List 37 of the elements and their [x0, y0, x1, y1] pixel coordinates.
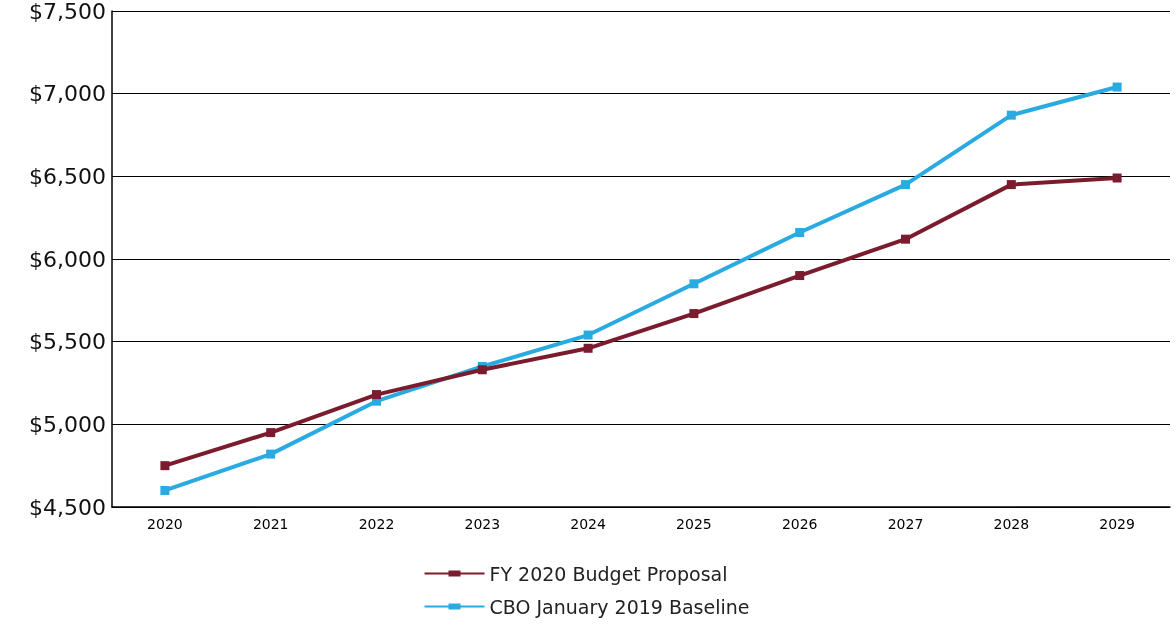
- x-tick-label: 2021: [252, 516, 289, 532]
- x-tick-label: 2020: [147, 516, 183, 532]
- point: [372, 390, 381, 400]
- point: [1112, 173, 1122, 183]
- point: [477, 365, 487, 375]
- point: [160, 485, 170, 495]
- point: [901, 234, 910, 244]
- point: [160, 461, 170, 471]
- x-tick-label: 2027: [887, 516, 924, 532]
- point: [689, 309, 699, 319]
- point: [266, 449, 276, 459]
- x-tick-label: 2029: [1099, 516, 1135, 532]
- point: [266, 428, 276, 438]
- point: [1112, 82, 1122, 92]
- point: [1006, 110, 1016, 120]
- y-tick-label: $4,500: [29, 494, 106, 520]
- point: [795, 228, 805, 238]
- y-tick-label: $5,500: [29, 329, 106, 355]
- point: [583, 330, 593, 340]
- y-tick-label: $7,500: [29, 0, 106, 24]
- y-tick-label: $7,000: [29, 81, 106, 107]
- point: [1006, 180, 1016, 190]
- y-tick-label: $6,000: [29, 246, 106, 272]
- legend-label: FY 2020 Budget Proposal: [489, 562, 728, 585]
- y-tick-label: $6,500: [29, 163, 106, 189]
- x-tick-label: 2022: [358, 516, 395, 532]
- x-tick-label: 2025: [676, 516, 712, 532]
- point: [795, 271, 805, 281]
- x-tick-label: 2024: [570, 516, 606, 532]
- x-tick-label: 2026: [781, 516, 818, 532]
- y-tick-label: $5,000: [29, 411, 106, 437]
- point: [901, 180, 910, 190]
- point: [689, 279, 699, 289]
- x-tick-label: 2028: [993, 516, 1030, 532]
- x-tick-label: 2023: [464, 516, 501, 532]
- point: [583, 343, 593, 353]
- legend-label: CBO January 2019 Baseline: [489, 595, 750, 618]
